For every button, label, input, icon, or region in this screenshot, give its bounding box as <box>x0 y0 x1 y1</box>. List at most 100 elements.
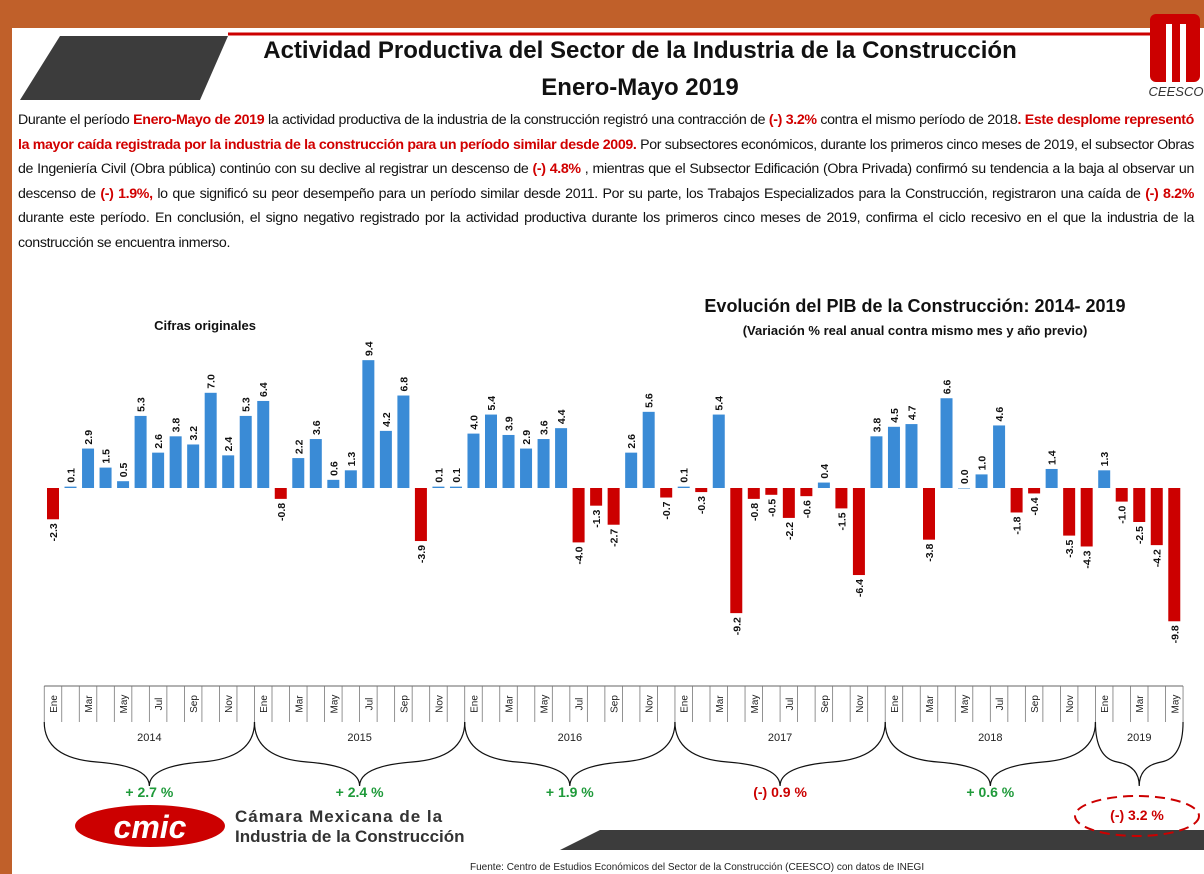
bar <box>607 488 620 525</box>
value-label: -2.7 <box>609 529 621 547</box>
bar <box>537 439 550 488</box>
bar <box>134 415 147 488</box>
value-label: -0.7 <box>661 501 673 519</box>
text: la actividad productiva de la industria … <box>264 112 769 128</box>
x-tick-label: Sep <box>820 695 831 713</box>
value-label: 3.8 <box>871 418 883 433</box>
bar <box>1115 488 1128 502</box>
value-label: 6.6 <box>942 379 954 394</box>
value-label: 2.6 <box>153 434 165 449</box>
text: durante este período. En conclusión, el … <box>18 210 1194 251</box>
value-label: -9.2 <box>731 617 743 635</box>
value-label: 1.0 <box>977 456 989 471</box>
bar <box>712 414 725 488</box>
bar <box>169 436 182 488</box>
bar <box>677 486 690 488</box>
bar <box>625 452 638 488</box>
bar <box>64 486 77 488</box>
value-label: 9.4 <box>363 341 375 356</box>
value-label: 2.4 <box>223 437 235 452</box>
value-label: 2.9 <box>521 430 533 445</box>
value-label: 0.4 <box>819 464 831 479</box>
value-label: -4.0 <box>574 546 586 564</box>
bar <box>274 488 287 499</box>
bar <box>397 395 410 488</box>
x-tick-label: Mar <box>925 695 936 713</box>
bar <box>817 482 830 488</box>
value-label: -9.8 <box>1169 625 1181 643</box>
bar <box>152 452 165 488</box>
x-tick-label: Jul <box>785 698 796 711</box>
year-change: (-) 3.2 % <box>1110 807 1164 823</box>
bar <box>835 488 848 509</box>
bar <box>467 433 480 488</box>
x-tick-label: Ene <box>259 695 270 713</box>
year-label: 2015 <box>347 732 371 744</box>
value-label: 3.8 <box>171 418 183 433</box>
x-tick-label: May <box>960 695 971 714</box>
x-tick-label: Sep <box>399 695 410 713</box>
highlight: (-) 4.8% <box>532 161 582 177</box>
value-label: 1.3 <box>346 452 358 467</box>
x-tick-label: Mar <box>84 695 95 713</box>
bar <box>730 488 743 614</box>
value-label: 4.5 <box>889 408 901 423</box>
year-label: 2017 <box>768 732 792 744</box>
year-label: 2018 <box>978 732 1002 744</box>
ceesco-logo-text: CEESCO <box>1149 84 1204 99</box>
text: , mientras que el Subsector Edificación … <box>18 161 1194 202</box>
text: lo que significó su peor desempeño para … <box>152 185 1146 202</box>
bar <box>239 415 252 488</box>
value-label: 4.2 <box>381 412 393 427</box>
year-brace <box>674 721 886 787</box>
value-label: 3.9 <box>504 416 516 431</box>
value-label: -6.4 <box>854 579 866 597</box>
value-label: 0.0 <box>959 469 971 484</box>
value-label: -1.0 <box>1117 505 1129 523</box>
value-label: 7.0 <box>206 374 218 389</box>
value-label: -2.3 <box>48 523 60 541</box>
value-label: 1.3 <box>1099 452 1111 467</box>
x-tick-label: Jul <box>154 698 165 711</box>
bar <box>958 488 971 489</box>
year-label: 2014 <box>137 732 161 744</box>
cmic-logo-text: cmic <box>114 809 187 845</box>
bar <box>993 425 1006 488</box>
x-tick-label: Jul <box>575 698 586 711</box>
x-tick-label: May <box>119 695 130 714</box>
bar <box>432 486 445 488</box>
value-label: 0.5 <box>118 462 130 477</box>
bar <box>1045 468 1058 488</box>
year-label: 2019 <box>1127 732 1151 744</box>
bar <box>1063 488 1076 536</box>
text: Durante el período <box>18 112 134 128</box>
highlight: (-) 1.9%, <box>100 185 153 202</box>
text: Por subsectores económicos, durante los … <box>18 136 1194 178</box>
value-label: -1.8 <box>1012 516 1024 534</box>
value-label: 2.9 <box>83 430 95 445</box>
value-label: 3.2 <box>188 426 200 441</box>
value-label: 0.1 <box>66 468 78 483</box>
bar <box>852 488 865 576</box>
value-label: 5.4 <box>714 396 726 411</box>
year-change: + 0.6 % <box>966 784 1014 800</box>
bar <box>572 488 585 543</box>
highlight: . Este desplome representó la mayor caíd… <box>18 112 1194 153</box>
value-label: 4.6 <box>994 407 1006 422</box>
header-band <box>20 36 228 100</box>
bar <box>887 426 900 488</box>
footer-band <box>560 830 1204 850</box>
value-label: 5.4 <box>486 396 498 411</box>
value-label: 0.1 <box>679 468 691 483</box>
bar <box>502 434 515 488</box>
cmic-logo <box>75 805 225 847</box>
year-brace <box>43 721 256 787</box>
value-label: 4.4 <box>556 409 568 424</box>
bar <box>204 392 217 488</box>
bar <box>1010 488 1023 513</box>
bar <box>747 488 760 499</box>
bar <box>905 424 918 488</box>
bar <box>292 458 305 488</box>
value-label: -0.5 <box>766 499 778 517</box>
